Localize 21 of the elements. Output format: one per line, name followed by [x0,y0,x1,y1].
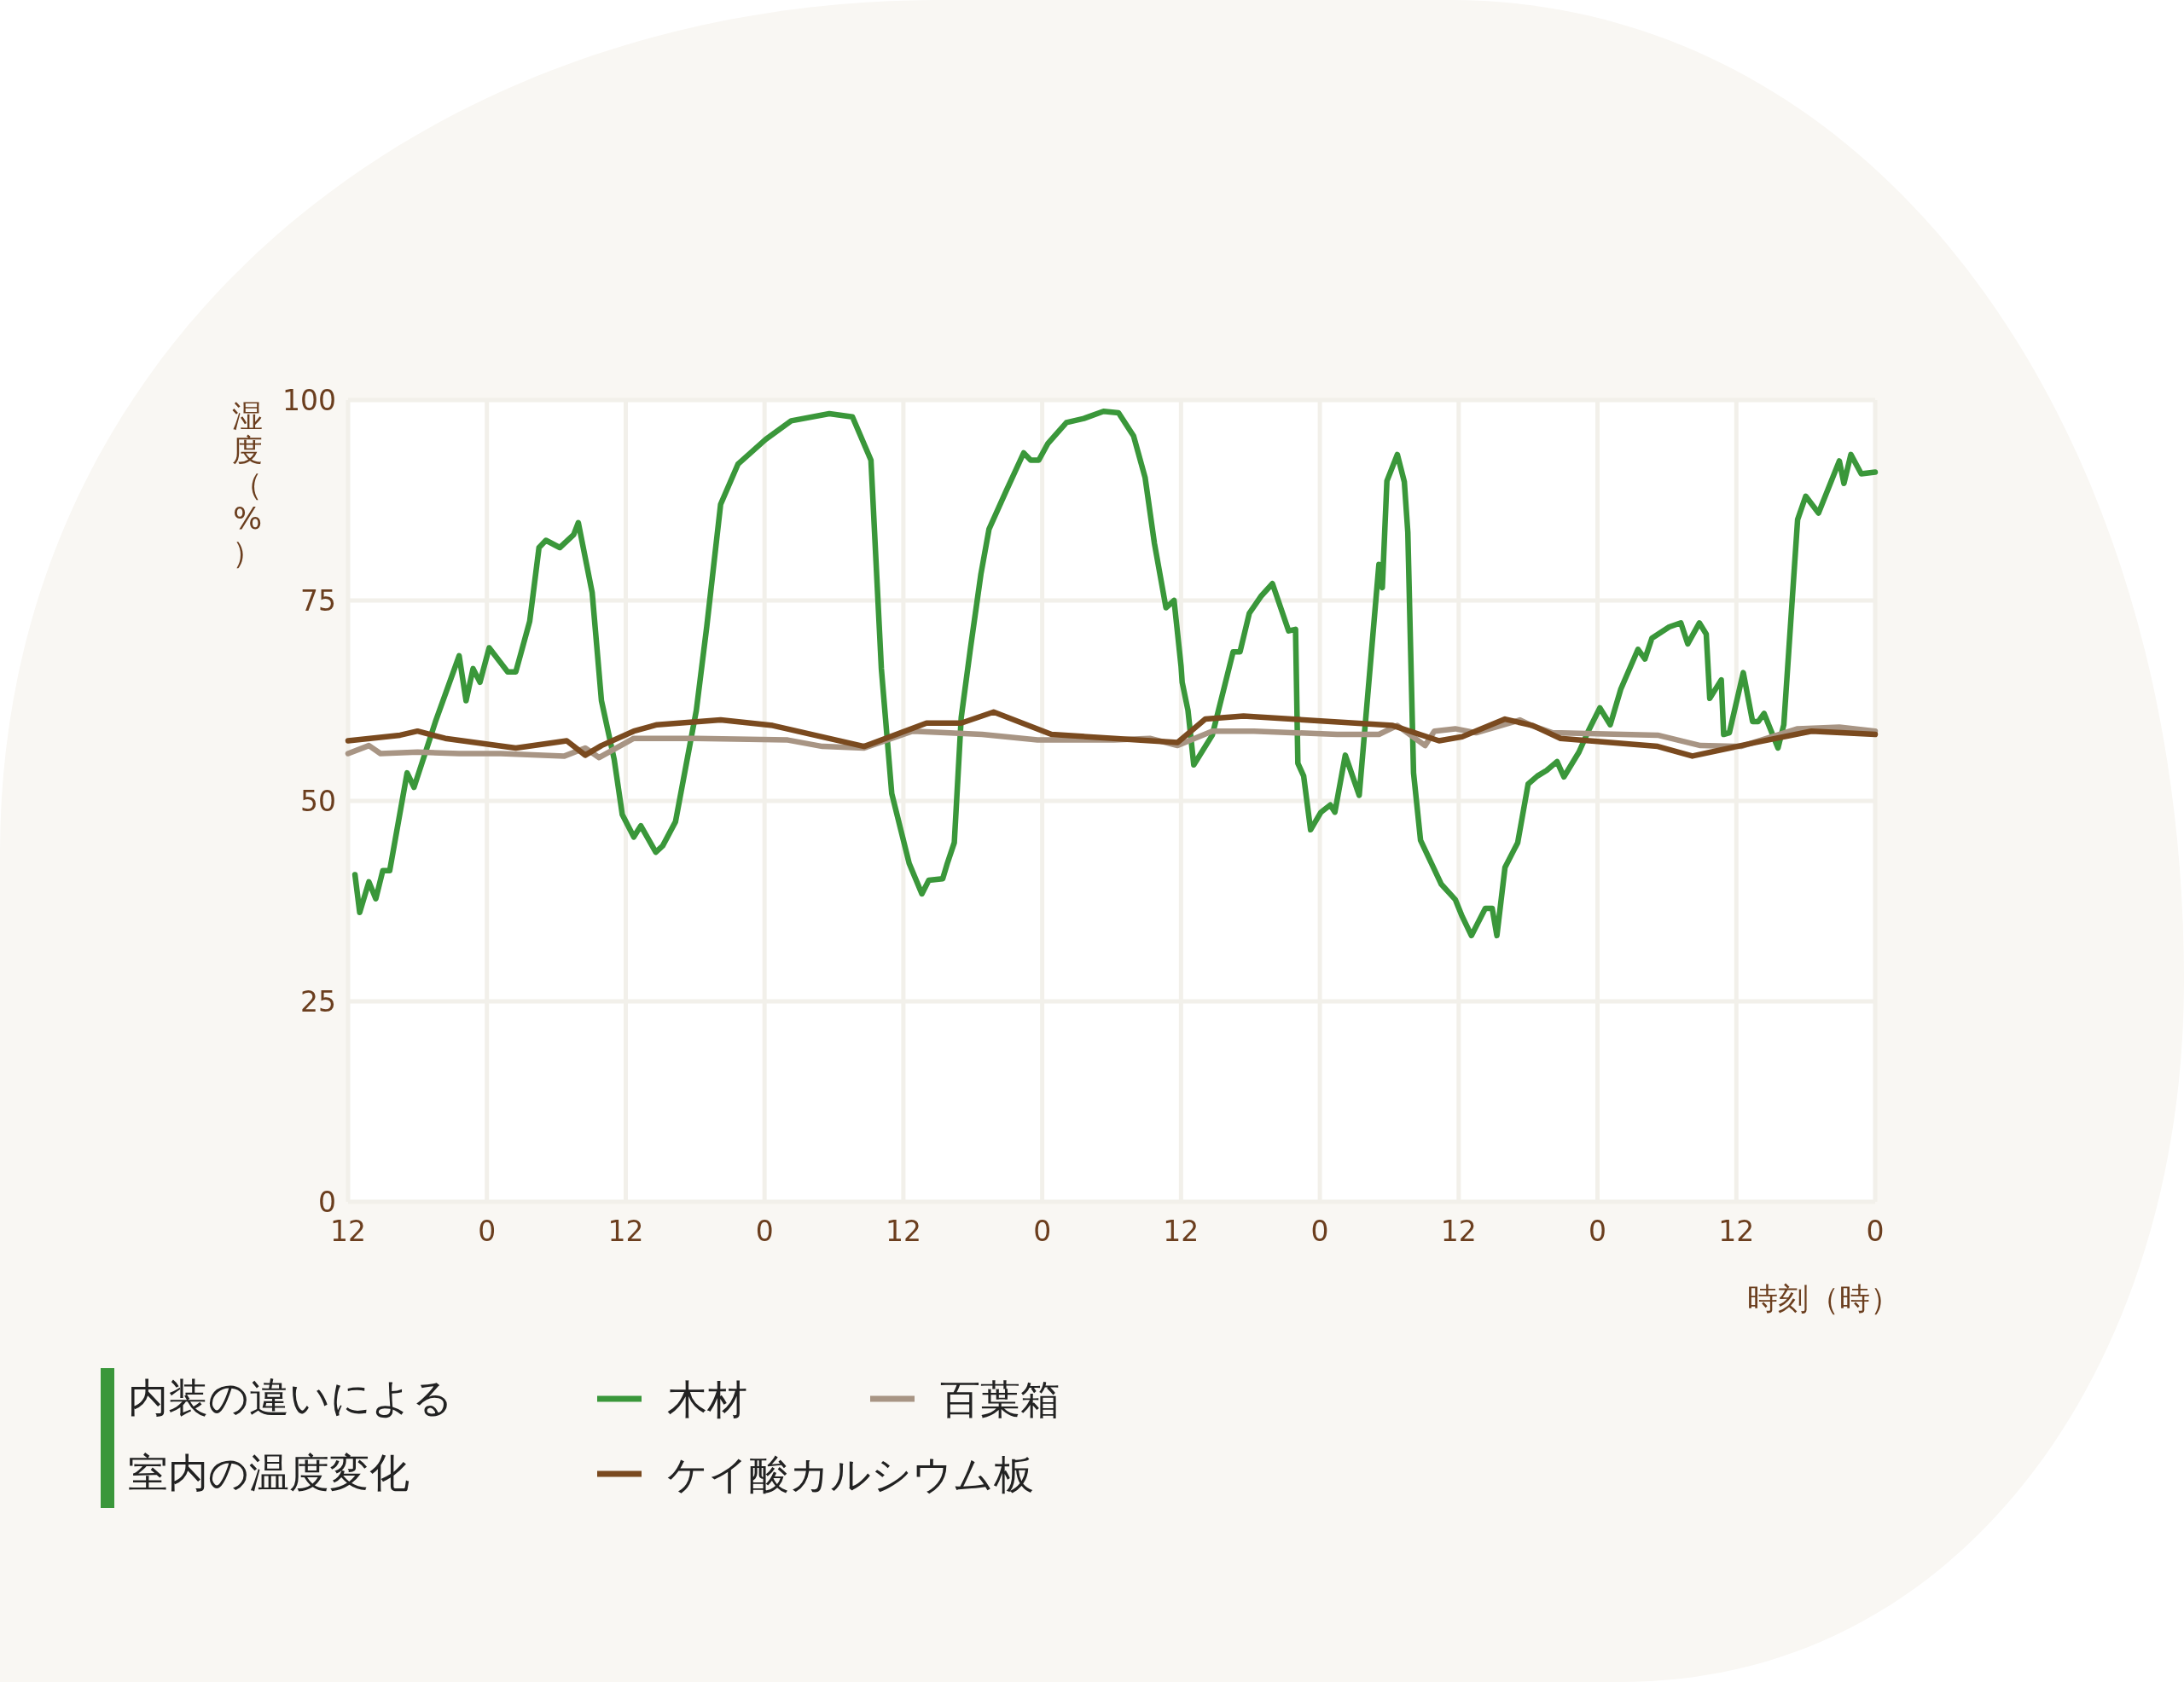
x-axis-title: 時刻（時） [1747,1281,1901,1316]
x-tick-label: 12 [1440,1215,1477,1248]
x-tick-label: 0 [1589,1215,1607,1248]
y-tick-label: 75 [300,584,336,618]
legend-label: 百葉箱 [940,1376,1060,1423]
y-tick-label: 25 [300,985,336,1018]
x-tick-label: 12 [1718,1215,1755,1248]
x-tick-label: 0 [1033,1215,1052,1248]
x-tick-label: 0 [1866,1215,1885,1248]
y-tick-label: 100 [282,384,336,417]
y-axis-title: 湿度（%） [232,398,263,570]
x-tick-label: 0 [755,1215,774,1248]
x-tick-label: 12 [885,1215,921,1248]
legend-label: 木材 [667,1376,747,1423]
x-tick-label: 0 [1310,1215,1329,1248]
x-tick-label: 12 [1163,1215,1199,1248]
y-tick-label: 50 [300,785,336,818]
x-tick-label: 12 [607,1215,644,1248]
text: 内装の違いによる室内の温度変化 [128,1373,454,1498]
legend-label: ケイ酸カルシウム板 [667,1451,1034,1498]
x-tick-label: 0 [478,1215,497,1248]
